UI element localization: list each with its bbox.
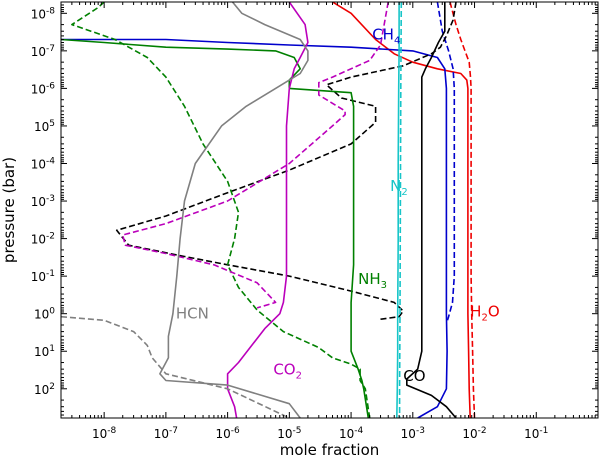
x-tick-label: 10-5 [277,426,301,441]
species-label-n2: N2 [390,177,408,198]
series-layer [61,2,476,418]
y-axis-label: pressure (bar) [0,157,18,263]
x-tick-label: 10-8 [92,426,117,441]
species-label-h2o: H2O [470,303,499,324]
series-hcn-dashed [61,315,290,418]
series-n2-dashed [398,2,403,418]
y-tick-label: 10-2 [31,232,55,247]
x-tick-label: 10-1 [524,426,548,441]
species-label-ch4: CH4 [372,26,400,47]
annotation-layer: CH4 N2 NH3 HCN CO2 CO H2O [176,26,500,385]
species-label-co2: CO2 [273,361,302,382]
y-tick-label: 10-3 [31,194,55,209]
x-tick-label: 10-3 [401,426,425,441]
y-tick-label: 102 [34,382,55,397]
series-co2-dashed [121,2,389,309]
series-h2o-dashed [449,2,476,418]
x-tick-label: 10-2 [462,426,486,441]
x-tick-label: 10-6 [215,426,240,441]
y-tick-label: 10-8 [31,6,56,21]
series-ch4-dashed [436,2,456,322]
plot-background [61,2,598,418]
species-label-nh3: NH3 [358,270,387,291]
series-ch4-solid [61,38,448,418]
y-tick-label: 10-6 [31,81,56,96]
x-tick-label: 10-4 [339,426,364,441]
ticks-layer: 10-8 10-7 10-6 10-5 10-4 10-3 10-2 10-1 10-8 10-7… [31,1,598,441]
y-tick-label: 10-7 [31,44,55,59]
series-co2-solid [226,2,309,418]
series-hcn-solid [159,2,309,418]
y-tick-label: 10-4 [31,156,56,171]
series-h2o-solid [332,2,471,418]
series-nh3-solid [61,38,370,418]
series-n2-solid [396,2,400,418]
y-tick-label: 10-1 [31,269,55,284]
species-label-hcn: HCN [176,305,209,323]
y-tick-label: 101 [34,344,55,359]
series-nh3-dashed [71,2,371,418]
plot-frame [60,1,599,419]
series-co-solid [406,2,457,418]
y-tick-label: 105 [34,119,55,134]
x-axis-label: mole fraction [280,441,380,459]
y-tick-label: 100 [34,307,55,322]
species-label-co: CO [403,367,425,385]
x-tick-label: 10-7 [154,426,178,441]
